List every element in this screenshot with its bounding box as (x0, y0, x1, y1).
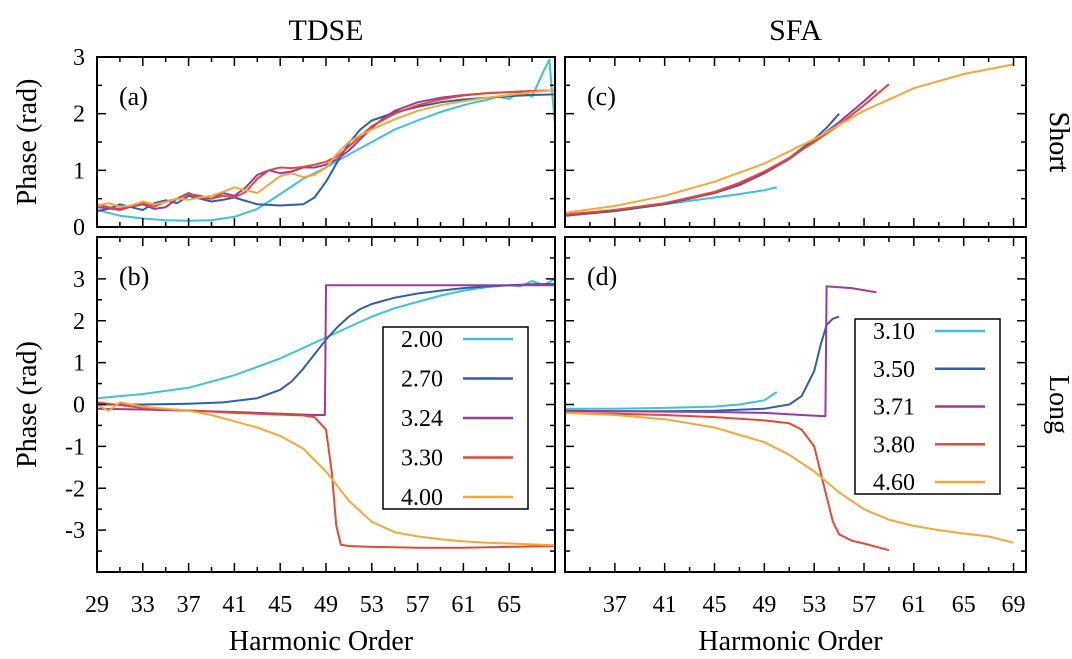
x-tick-label: 57 (852, 592, 876, 618)
x-tick-label: 49 (314, 592, 338, 618)
panel-label: (b) (119, 262, 149, 291)
row-title: Short (1043, 112, 1072, 173)
x-tick-label: 37 (177, 592, 201, 618)
row-title: Short (1043, 112, 1072, 173)
x-tick-label: 53 (802, 592, 826, 618)
series-line-a-3-30 (97, 89, 555, 210)
series-line-d-4-60 (565, 411, 1014, 544)
legend-label: 4.60 (873, 470, 915, 496)
x-tick-label: 65 (952, 592, 976, 618)
panel-label: (c) (587, 82, 616, 111)
series-line-c-3-80 (565, 83, 890, 216)
legend-label: 3.24 (401, 406, 443, 432)
x-tick-label: 41 (222, 592, 246, 618)
y-tick-label: 1 (73, 158, 85, 184)
x-tick-label: 33 (131, 592, 155, 618)
x-tick-label: 45 (703, 592, 727, 618)
y-tick-label: 0 (73, 215, 85, 241)
legend-label: 4.00 (401, 485, 443, 511)
x-tick-label: 69 (1002, 592, 1026, 618)
series-line-a-3-24 (97, 89, 555, 211)
x-tick-label: 61 (451, 592, 475, 618)
series-line-b-4-00 (97, 401, 555, 547)
series-line-c-4-60 (565, 63, 1014, 214)
column-title: SFA (769, 14, 822, 47)
legend-label: 3.71 (873, 395, 915, 421)
x-tick-label: 37 (603, 592, 627, 618)
x-tick-label: 57 (406, 592, 430, 618)
legend-label: 2.70 (401, 367, 443, 393)
series-line-d-3-50 (565, 315, 840, 413)
x-tick-label: 53 (360, 592, 384, 618)
series-line-d-3-80 (565, 411, 890, 552)
series-line-a-4-00 (97, 88, 555, 208)
y-tick-label: 1 (73, 351, 85, 377)
series-line-c-3-50 (565, 113, 840, 217)
y-tick-label: 0 (73, 393, 85, 419)
y-axis-label: Phase (rad) (12, 79, 43, 206)
y-axis-label: Phase (rad) (12, 341, 43, 468)
x-tick-label: 61 (902, 592, 926, 618)
x-tick-label: 29 (85, 592, 109, 618)
legend-label: 3.50 (873, 357, 915, 383)
x-tick-label: 41 (653, 592, 677, 618)
panel-c: (c) SFA Short (564, 14, 1072, 228)
y-tick-label: 3 (73, 267, 85, 293)
series-line-b-3-30 (97, 401, 555, 549)
panel-label: (d) (587, 262, 617, 291)
panel-b: -3 -2 -1 0 1 2 3 29 33 37 41 45 49 53 57 61 65 (b) Long Pha… (12, 236, 1072, 657)
series-line-b-2-00 (97, 278, 555, 400)
legend-b: 2.00 2.70 3.24 3.30 4.00 (382, 326, 529, 511)
legend-label: 3.10 (873, 319, 915, 345)
series-line-a-2-70 (97, 93, 555, 213)
series-line-a-2-00 (97, 58, 555, 222)
x-axis-label: Harmonic Order (229, 626, 414, 657)
y-tick-label: -2 (65, 476, 85, 502)
column-title: TDSE (289, 14, 364, 47)
y-tick-label: 2 (73, 102, 85, 128)
series-line-d-3-10 (565, 391, 778, 410)
legend-label: 3.80 (873, 432, 915, 458)
legend-label: 3.30 (401, 446, 443, 472)
x-tick-label: 45 (268, 592, 292, 618)
x-tick-label: 49 (752, 592, 776, 618)
y-tick-label: -1 (65, 434, 85, 460)
panel-label: (a) (119, 82, 148, 111)
legend-label: 2.00 (401, 327, 443, 353)
panel-d: 37 41 45 49 53 57 61 65 69(d)Harmonic Order3.103… (564, 236, 1027, 657)
legend-d: 3.10 3.50 3.71 3.80 4.60 (854, 318, 1001, 496)
x-axis-label: Harmonic Order (698, 626, 883, 657)
panel-a: 0 1 2 3 (a) TDSE Short Phase (rad) (12, 14, 1072, 241)
x-tick-label: 65 (497, 592, 521, 618)
series-line-d-3-71 (565, 285, 877, 418)
y-tick-label: 3 (73, 45, 85, 71)
y-tick-label: 2 (73, 309, 85, 335)
row-title: Long (1043, 375, 1072, 434)
y-tick-label: -3 (65, 518, 85, 544)
series-line-b-2-70 (97, 282, 555, 406)
